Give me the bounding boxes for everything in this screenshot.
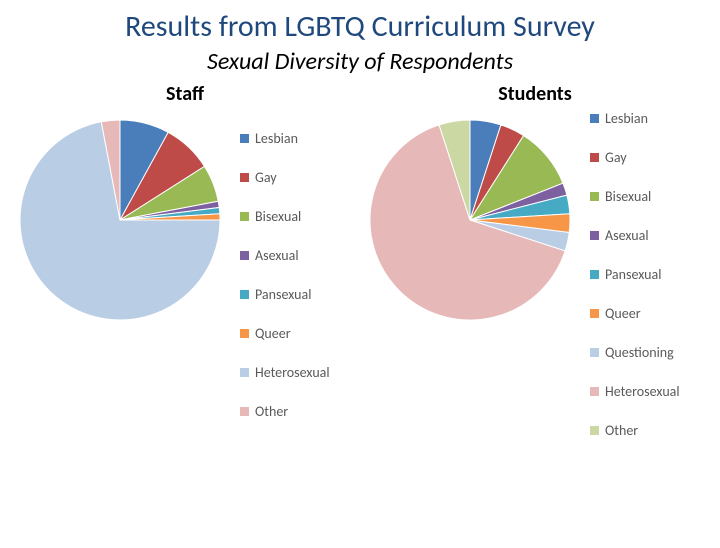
legend-label: Asexual <box>255 247 299 264</box>
legend-item: Queer <box>590 305 680 322</box>
legend-item: Heterosexual <box>240 364 330 381</box>
legend-swatch <box>240 290 249 299</box>
charts-row: Staff Lesbian Gay Bisexual Asexual Pansexual… <box>0 82 720 439</box>
legend-item: Other <box>590 422 680 439</box>
legend-item: Heterosexual <box>590 383 680 400</box>
legend-swatch <box>240 329 249 338</box>
students-legend: Lesbian Gay Bisexual Asexual Pansexual Queer Q… <box>580 110 680 439</box>
staff-pie-wrap <box>10 110 230 335</box>
legend-item: Other <box>240 403 330 420</box>
legend-item: Asexual <box>590 227 680 244</box>
legend-label: Other <box>255 403 288 420</box>
legend-swatch <box>590 192 599 201</box>
legend-label: Queer <box>605 305 641 322</box>
students-chart-panel: Students Lesbian Gay Bisexual Asexual Pansex… <box>360 82 710 439</box>
page-title: Results from LGBTQ Curriculum Survey <box>0 8 720 45</box>
legend-swatch <box>590 426 599 435</box>
legend-item: Lesbian <box>590 110 680 127</box>
legend-swatch <box>240 251 249 260</box>
legend-swatch <box>240 212 249 221</box>
staff-legend: Lesbian Gay Bisexual Asexual Pansexual Queer H… <box>230 110 330 420</box>
legend-swatch <box>590 387 599 396</box>
legend-item: Queer <box>240 325 330 342</box>
legend-swatch <box>590 153 599 162</box>
legend-swatch <box>590 270 599 279</box>
legend-label: Lesbian <box>255 130 298 147</box>
legend-item: Lesbian <box>240 130 330 147</box>
legend-item: Questioning <box>590 344 680 361</box>
staff-chart-body: Lesbian Gay Bisexual Asexual Pansexual Queer H… <box>10 110 360 420</box>
legend-item: Pansexual <box>240 286 330 303</box>
staff-chart-panel: Staff Lesbian Gay Bisexual Asexual Pansexual… <box>10 82 360 439</box>
legend-label: Pansexual <box>255 286 311 303</box>
legend-item: Pansexual <box>590 266 680 283</box>
legend-label: Bisexual <box>605 188 651 205</box>
legend-swatch <box>240 134 249 143</box>
legend-label: Pansexual <box>605 266 661 283</box>
legend-label: Lesbian <box>605 110 648 127</box>
legend-label: Heterosexual <box>605 383 680 400</box>
page-subtitle: Sexual Diversity of Respondents <box>0 47 720 76</box>
students-chart-title: Students <box>360 82 710 106</box>
legend-label: Queer <box>255 325 291 342</box>
legend-label: Questioning <box>605 344 674 361</box>
staff-pie-chart <box>10 110 230 330</box>
students-pie-chart <box>360 110 580 330</box>
legend-swatch <box>240 407 249 416</box>
legend-item: Asexual <box>240 247 330 264</box>
legend-swatch <box>240 173 249 182</box>
legend-item: Gay <box>590 149 680 166</box>
legend-swatch <box>590 231 599 240</box>
staff-chart-title: Staff <box>10 82 360 106</box>
legend-label: Bisexual <box>255 208 301 225</box>
legend-label: Gay <box>605 149 627 166</box>
legend-label: Asexual <box>605 227 649 244</box>
legend-label: Other <box>605 422 638 439</box>
students-pie-wrap <box>360 110 580 335</box>
legend-swatch <box>590 348 599 357</box>
legend-label: Heterosexual <box>255 364 330 381</box>
legend-swatch <box>240 368 249 377</box>
legend-item: Bisexual <box>590 188 680 205</box>
legend-swatch <box>590 114 599 123</box>
legend-label: Gay <box>255 169 277 186</box>
legend-item: Gay <box>240 169 330 186</box>
legend-swatch <box>590 309 599 318</box>
students-chart-body: Lesbian Gay Bisexual Asexual Pansexual Queer Q… <box>360 110 710 439</box>
legend-item: Bisexual <box>240 208 330 225</box>
